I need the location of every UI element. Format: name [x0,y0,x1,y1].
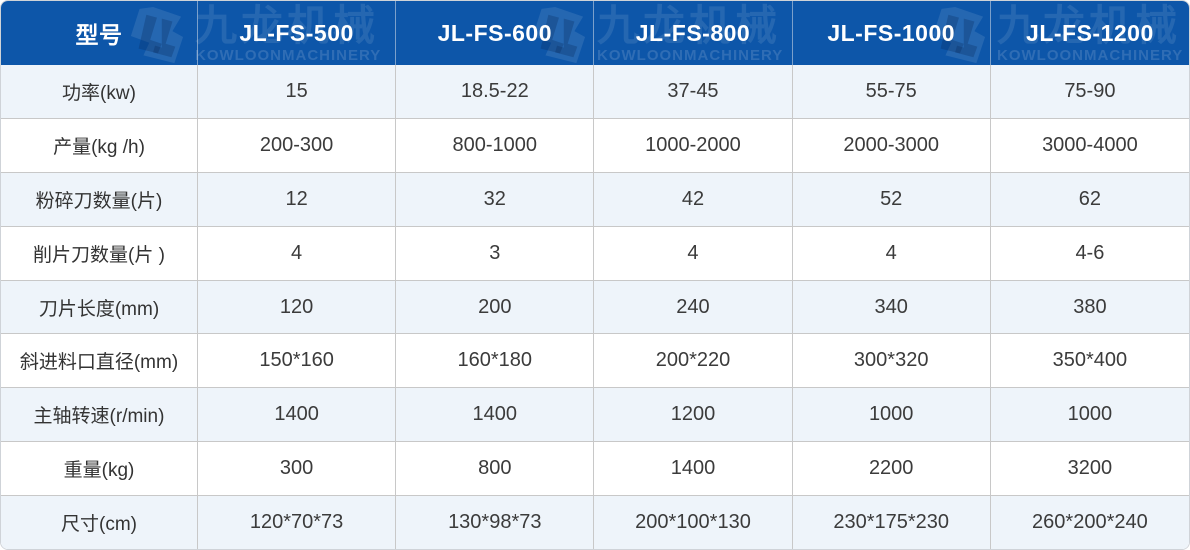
spec-label-cell: 刀片长度(mm) [1,280,198,334]
spec-value-cell: 350*400 [1052,349,1128,372]
spec-value-cell: 1200 [594,388,793,442]
table-body: 功率(kw) 15 18.5-22 37-45 55-75 75-90 产量(kg /h) 2… [1,65,1189,549]
spec-label-cell: 功率(kw) [1,65,198,118]
spec-value-cell: 2200 [793,442,991,496]
table-row: 削片刀数量(片 ) 4 3 4 4 4-6 [1,226,1189,281]
spec-value-cell: 1000 [793,388,991,442]
spec-value-cell: 300*320 [793,334,991,388]
table-row: 功率(kw) 15 18.5-22 37-45 55-75 75-90 [1,65,1189,119]
spec-label-cell: 产量(kg /h) [1,118,198,172]
spec-value-cell: 75-90 [1064,79,1116,102]
spec-label-cell: 粉碎刀数量(片) [1,172,198,226]
spec-value-cell: 3200 [1067,457,1113,480]
spec-value-cell: 55-75 [793,65,991,118]
table-row: 产量(kg /h) 200-300 800-1000 1000-2000 2000-30… [1,118,1189,173]
spec-value-cell: 37-45 [594,65,793,118]
spec-value-cell: 200*220 [594,334,793,388]
table-row: 粉碎刀数量(片) 12 32 42 52 62 [1,172,1189,227]
spec-value-cell: 200 [396,280,595,334]
table-row: 尺寸(cm) 120*70*73 130*98*73 200*100*130 230*1… [1,496,1189,549]
spec-value-cell: 18.5-22 [396,65,595,118]
spec-value-cell: 1000-2000 [594,118,793,172]
spec-value-cell: 1000 [1067,403,1113,426]
spec-value-cell: 3000-4000 [1042,133,1138,156]
spec-value-cell: 120*70*73 [198,496,397,549]
spec-value-cell: 300 [198,442,397,496]
spec-value-cell: 150*160 [198,334,397,388]
spec-value-cell: 15 [198,65,397,118]
spec-value-cell: 200*100*130 [594,496,793,549]
spec-value-cell: 4-6 [1075,241,1105,264]
header-cell-jl-fs-500: JL-FS-500 [198,1,397,65]
spec-label-cell: 斜进料口直径(mm) [1,334,198,388]
spec-value-cell: 1400 [198,388,397,442]
spec-value-cell: 2000-3000 [793,118,991,172]
table-header-row: 九龙机械 KOWLOONMACHINERY 九龙机械 KOWLOONMACHIN… [1,1,1189,65]
table-row: 刀片长度(mm) 120 200 240 340 380 [1,280,1189,335]
spec-value-cell: 200-300 [198,118,397,172]
spec-value-cell: 380 [1073,295,1107,318]
header-cell-model-label: 型号 [1,1,198,65]
spec-value-cell: 4 [198,226,397,280]
spec-value-cell: 120 [198,280,397,334]
header-cell-jl-fs-1200: JL-FS-1200 [1026,19,1154,46]
table-row: 重量(kg) 300 800 1400 2200 3200 [1,442,1189,497]
header-cell-jl-fs-600: JL-FS-600 [396,1,595,65]
spec-value-cell: 260*200*240 [1032,511,1148,534]
spec-value-cell: 62 [1078,187,1102,210]
spec-value-cell: 4 [594,226,793,280]
spec-label-cell: 主轴转速(r/min) [1,388,198,442]
spec-value-cell: 32 [396,172,595,226]
spec-value-cell: 800-1000 [396,118,595,172]
spec-value-cell: 3 [396,226,595,280]
header-cell-jl-fs-1000: JL-FS-1000 [793,1,991,65]
spec-value-cell: 130*98*73 [396,496,595,549]
spec-value-cell: 1400 [396,388,595,442]
spec-value-cell: 52 [793,172,991,226]
spec-value-cell: 340 [793,280,991,334]
spec-value-cell: 240 [594,280,793,334]
spec-value-cell: 12 [198,172,397,226]
spec-value-cell: 230*175*230 [793,496,991,549]
spec-value-cell: 1400 [594,442,793,496]
spec-value-cell: 160*180 [396,334,595,388]
spec-label-cell: 削片刀数量(片 ) [1,226,198,280]
spec-label-cell: 尺寸(cm) [1,496,198,549]
spec-value-cell: 4 [793,226,991,280]
spec-value-cell: 800 [396,442,595,496]
table-row: 主轴转速(r/min) 1400 1400 1200 1000 1000 [1,388,1189,443]
spec-label-cell: 重量(kg) [1,442,198,496]
header-cell-jl-fs-800: JL-FS-800 [594,1,793,65]
table-row: 斜进料口直径(mm) 150*160 160*180 200*220 300*320 35… [1,334,1189,389]
spec-value-cell: 42 [594,172,793,226]
